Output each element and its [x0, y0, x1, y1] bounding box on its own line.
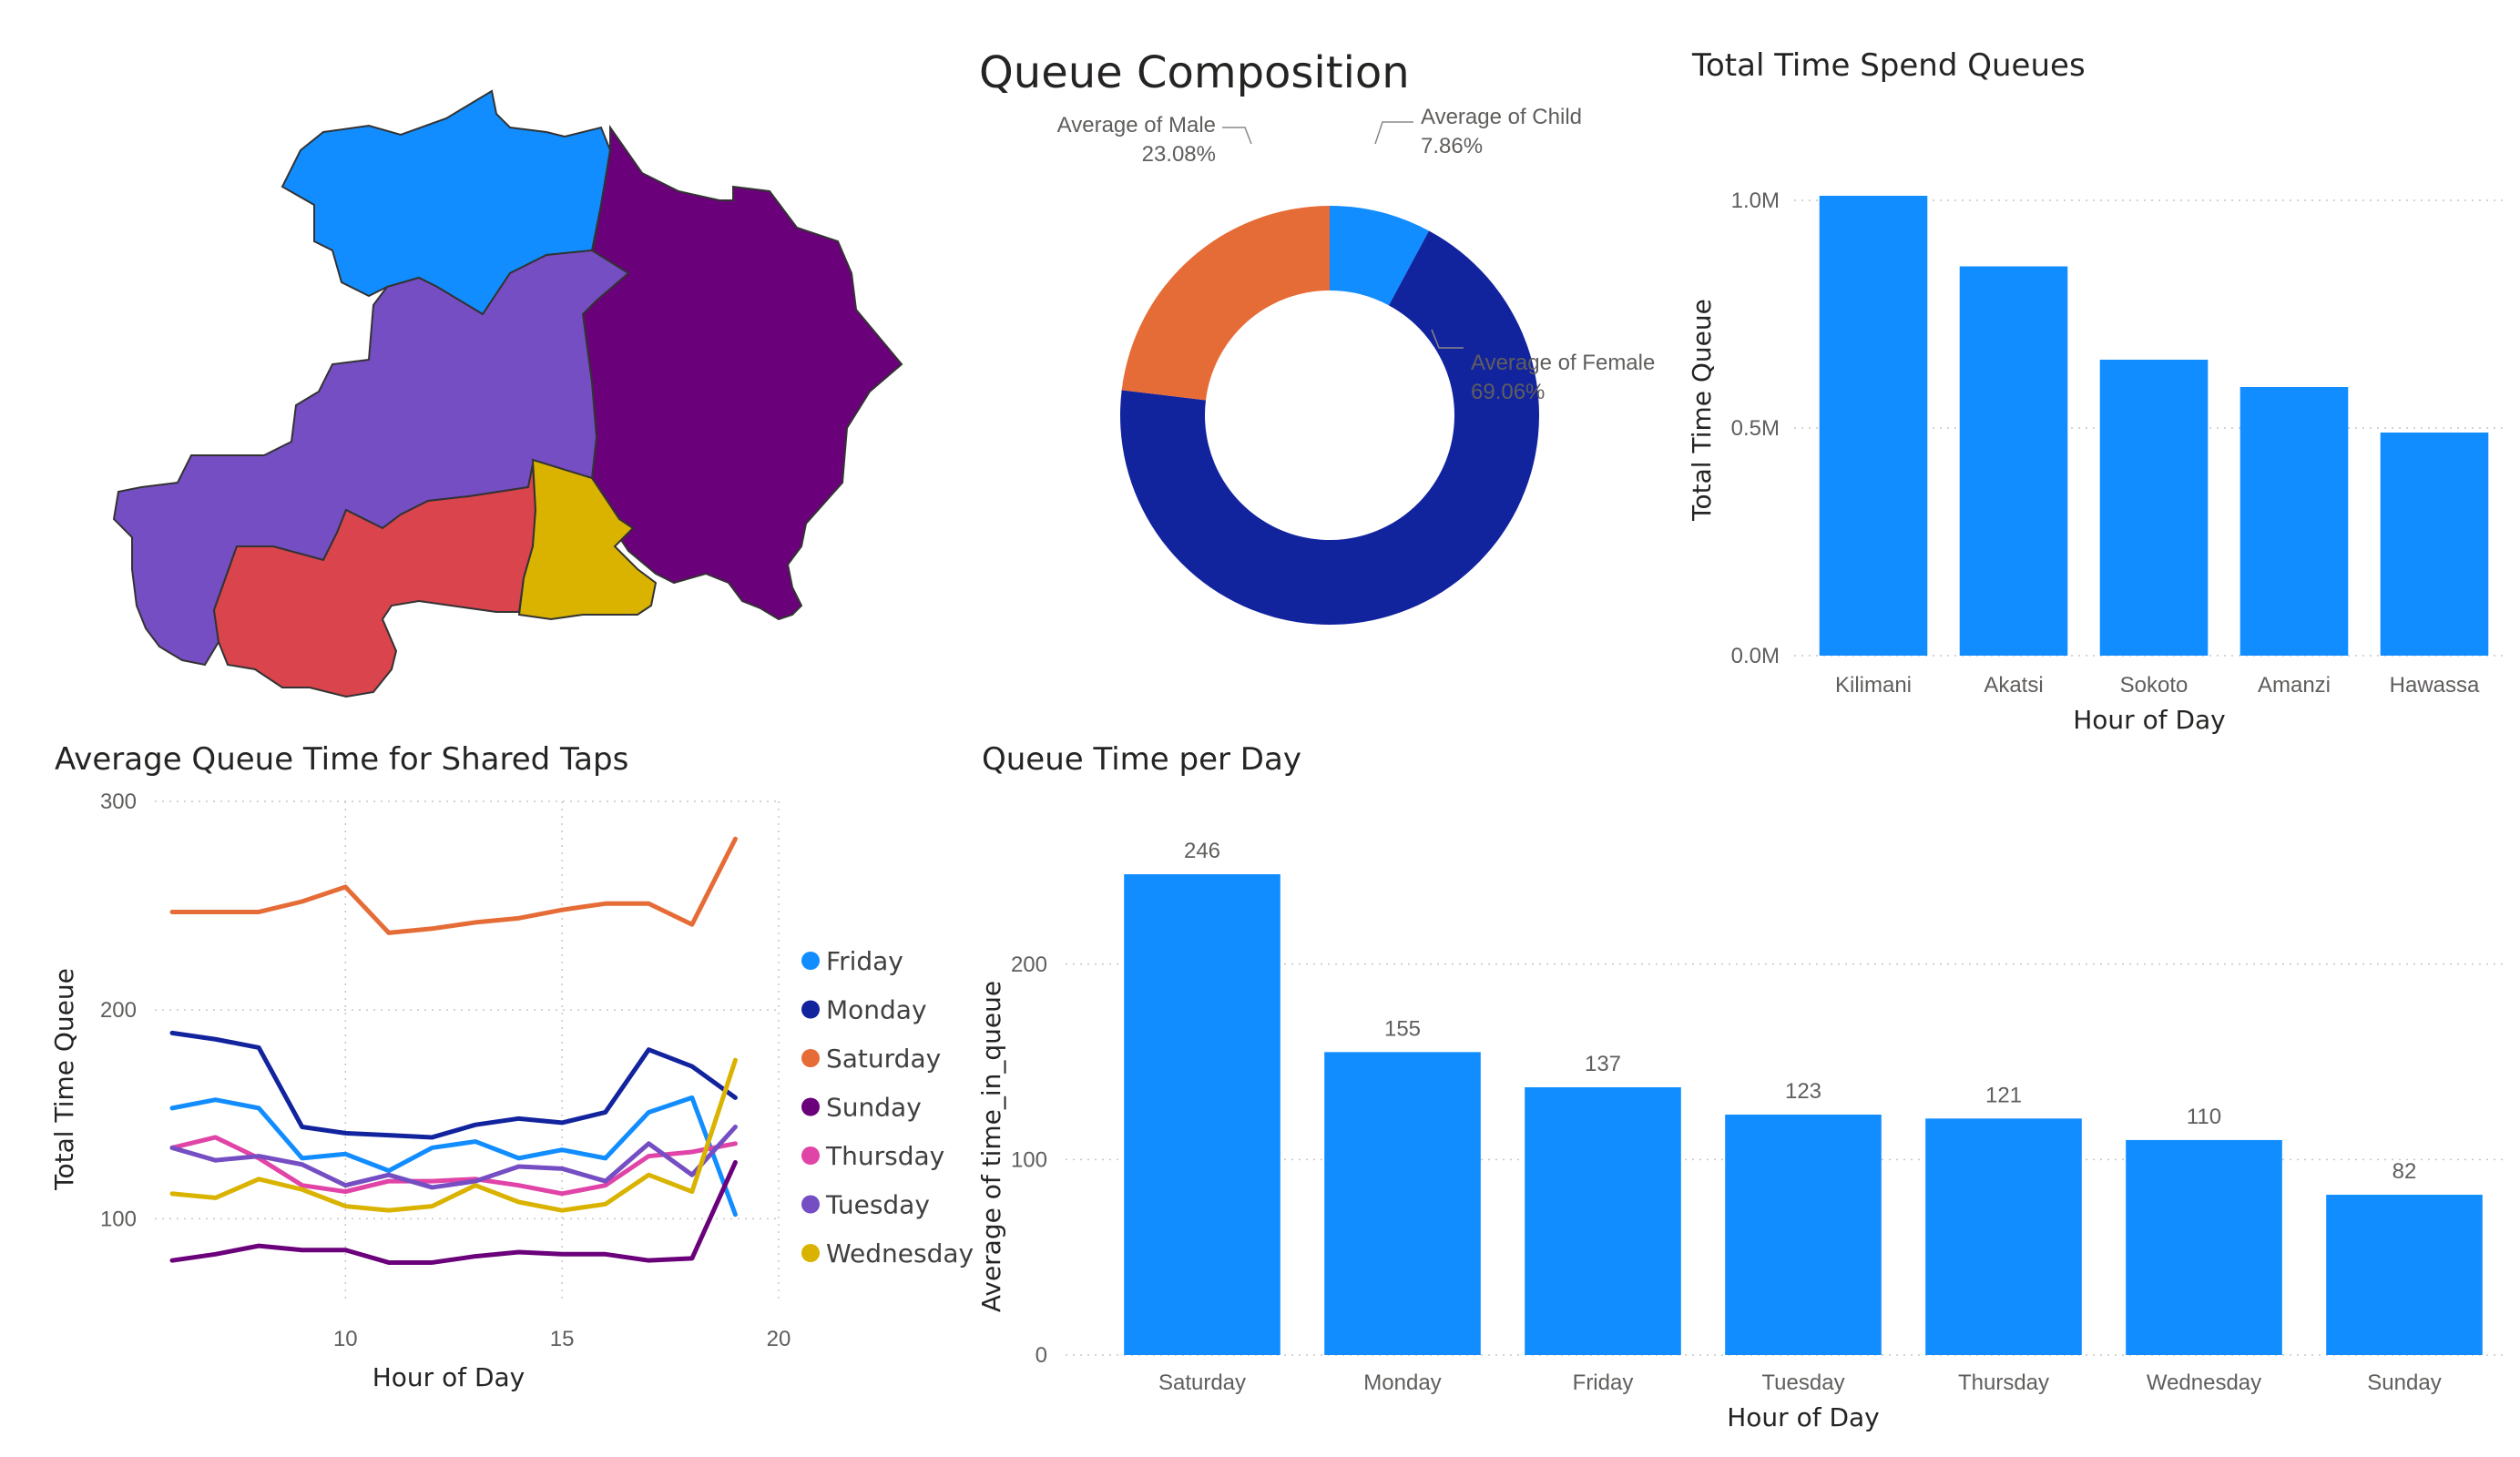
- series-line-sunday: [169, 1159, 738, 1265]
- y-tick-label: 0.5M: [1731, 416, 1780, 441]
- bar-amanzi: [2239, 387, 2349, 656]
- donut-label-average-of-child: Average of Child: [1421, 105, 1582, 129]
- bar-kilimani: [1819, 196, 1928, 656]
- donut-slice-average-of-male: [1121, 206, 1330, 401]
- shared-taps-title: Average Queue Time for Shared Taps: [55, 741, 629, 778]
- data-label-monday: 155: [1384, 1016, 1421, 1041]
- bar-sunday: [2326, 1195, 2483, 1355]
- legend-label-tuesday: Tuesday: [825, 1190, 930, 1220]
- per-day-title: Queue Time per Day: [982, 741, 1301, 778]
- y-tick-label: 300: [100, 790, 137, 814]
- total-time-title: Total Time Spend Queues: [1692, 47, 2086, 84]
- donut-leader-average-of-child: [1374, 121, 1413, 145]
- legend-marker-monday: [801, 1000, 820, 1019]
- donut-value-average-of-female: 69.06%: [1471, 380, 1545, 404]
- donut-slice-average-of-female: [1120, 230, 1539, 625]
- legend-marker-sunday: [801, 1097, 820, 1116]
- series-line-tuesday: [169, 1125, 738, 1190]
- shared-taps-line-chart: 100 200 300 10 15 20 Friday Monday Saturday Sunda…: [49, 790, 974, 1392]
- region-map[interactable]: [91, 73, 929, 710]
- shared-taps-panel: Average Queue Time for Shared Taps 100 20…: [36, 728, 984, 1457]
- bar-thursday: [1925, 1118, 2082, 1355]
- data-label-friday: 137: [1585, 1052, 1621, 1076]
- bar-akatsi: [1959, 266, 2068, 656]
- bar-sokoto: [2099, 360, 2209, 656]
- series-line-friday: [169, 1095, 738, 1218]
- bar-monday: [1324, 1052, 1481, 1355]
- y-tick-label: 0: [1036, 1343, 1047, 1368]
- donut-label-average-of-female: Average of Female: [1471, 351, 1655, 375]
- y-axis-title: Total Time Queue: [49, 968, 79, 1191]
- data-label-wednesday: 110: [2187, 1105, 2221, 1129]
- series-line-wednesday: [169, 1057, 738, 1213]
- y-tick-label: 100: [100, 1207, 137, 1231]
- bar-friday: [1525, 1086, 1681, 1355]
- y-tick-label: 100: [1011, 1147, 1047, 1172]
- x-tick-label: Thursday: [1958, 1370, 2049, 1395]
- per-day-panel: Queue Time per Day 0 100 200 246 Saturday 155…: [965, 728, 2520, 1457]
- donut-leader-average-of-male: [1222, 127, 1252, 145]
- donut-label-average-of-male: Average of Male: [1057, 113, 1216, 138]
- series-line-monday: [169, 1030, 738, 1140]
- legend-label-wednesday: Wednesday: [826, 1238, 974, 1269]
- y-tick-label: 0.0M: [1731, 644, 1780, 668]
- bar-wednesday: [2126, 1139, 2282, 1355]
- legend-label-thursday: Thursday: [825, 1141, 944, 1171]
- data-label-thursday: 121: [1985, 1083, 2022, 1107]
- x-tick-label: Sunday: [2367, 1370, 2441, 1395]
- total-time-bar-chart: 0.0M 0.5M 1.0M Kilimani Akatsi Sokoto Amanzi Ha…: [1687, 188, 2505, 735]
- map-region-south[interactable]: [212, 464, 537, 698]
- total-time-panel: Total Time Spend Queues 0.0M 0.5M 1.0M Kili…: [1676, 27, 2520, 738]
- y-tick-label: 200: [100, 998, 137, 1023]
- legend-label-friday: Friday: [826, 946, 903, 976]
- donut-chart: Average of Child 7.86% Average of Female 69…: [1057, 105, 1655, 625]
- y-axis-title: Average of time_in_queue: [976, 981, 1006, 1312]
- map-region-southeast[interactable]: [517, 458, 658, 621]
- legend-marker-tuesday: [801, 1195, 820, 1214]
- x-tick-label: Monday: [1363, 1370, 1441, 1395]
- x-tick-label: Hawassa: [2390, 673, 2480, 698]
- map-panel: [91, 73, 929, 710]
- legend-label-saturday: Saturday: [826, 1044, 941, 1074]
- donut-value-average-of-male: 23.08%: [1142, 142, 1216, 167]
- x-tick-label: Sokoto: [2120, 673, 2188, 698]
- x-tick-label: Saturday: [1158, 1370, 1246, 1395]
- series-line-saturday: [169, 836, 738, 935]
- x-axis-title: Hour of Day: [2073, 705, 2226, 735]
- x-tick-label: Kilimani: [1835, 673, 1912, 698]
- legend-label-sunday: Sunday: [826, 1093, 922, 1123]
- data-label-tuesday: 123: [1785, 1079, 1821, 1104]
- donut-slice-average-of-child: [1330, 206, 1430, 306]
- bar-saturday: [1124, 874, 1280, 1355]
- composition-panel: Queue Composition Average of Child 7.86% A…: [947, 27, 1694, 719]
- y-tick-label: 200: [1011, 953, 1047, 977]
- series-line-thursday: [169, 1135, 738, 1197]
- x-tick-label: Tuesday: [1761, 1370, 1844, 1395]
- x-tick-label: 15: [550, 1327, 575, 1351]
- x-axis-title: Hour of Day: [372, 1362, 525, 1392]
- legend-marker-wednesday: [801, 1244, 820, 1262]
- donut-value-average-of-child: 7.86%: [1421, 134, 1483, 158]
- legend-marker-saturday: [801, 1049, 820, 1067]
- x-tick-label: Amanzi: [2258, 673, 2331, 698]
- donut-leader-average-of-female: [1431, 329, 1464, 349]
- bar-hawassa: [2380, 433, 2489, 656]
- x-tick-label: Wednesday: [2147, 1370, 2261, 1395]
- bar-tuesday: [1725, 1115, 1882, 1355]
- per-day-bar-chart: 0 100 200 246 Saturday 155 Monday 137 Friday 123 T…: [976, 839, 2505, 1432]
- map-region-east[interactable]: [581, 124, 903, 621]
- legend-label-monday: Monday: [826, 995, 927, 1025]
- x-tick-label: Akatsi: [1984, 673, 2043, 698]
- x-axis-title: Hour of Day: [1727, 1402, 1880, 1432]
- y-axis-title: Total Time Queue: [1687, 299, 1717, 522]
- data-label-saturday: 246: [1184, 839, 1220, 863]
- y-tick-label: 1.0M: [1731, 188, 1780, 213]
- legend-marker-thursday: [801, 1146, 820, 1165]
- x-tick-label: Friday: [1573, 1370, 1634, 1395]
- legend-marker-friday: [801, 952, 820, 970]
- composition-title: Queue Composition: [979, 47, 1410, 98]
- data-label-sunday: 82: [2392, 1159, 2417, 1184]
- x-tick-label: 20: [767, 1327, 791, 1351]
- x-tick-label: 10: [333, 1327, 358, 1351]
